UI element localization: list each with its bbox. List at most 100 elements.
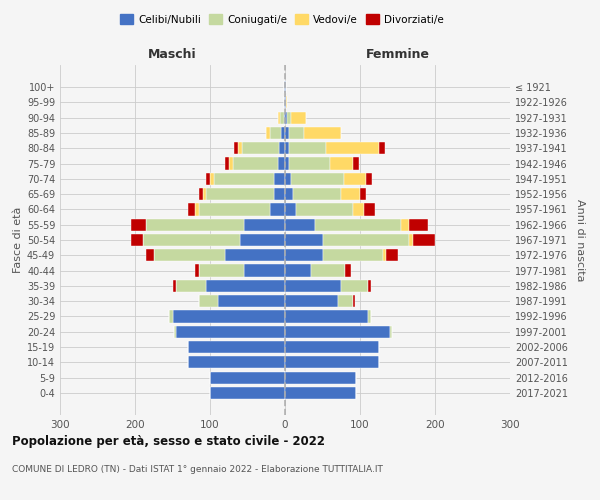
Bar [413, 234, 435, 246]
Bar [206, 172, 210, 185]
Bar [210, 372, 285, 384]
Bar [131, 234, 143, 246]
Bar [341, 188, 360, 200]
Bar [285, 188, 293, 200]
Bar [176, 326, 285, 338]
Bar [241, 142, 279, 154]
Y-axis label: Anni di nascita: Anni di nascita [575, 198, 584, 281]
Bar [199, 188, 203, 200]
Bar [409, 218, 427, 231]
Bar [341, 280, 367, 292]
Bar [353, 204, 364, 216]
Bar [279, 142, 285, 154]
Bar [285, 295, 337, 308]
Bar [238, 142, 241, 154]
Bar [285, 142, 289, 154]
Bar [146, 218, 244, 231]
Bar [244, 264, 285, 276]
Bar [367, 310, 371, 322]
Bar [285, 172, 291, 185]
Legend: Celibi/Nubili, Coniugati/e, Vedovi/e, Divorziati/e: Celibi/Nubili, Coniugati/e, Vedovi/e, Di… [116, 10, 448, 29]
Bar [285, 112, 287, 124]
Bar [353, 295, 355, 308]
Bar [323, 234, 409, 246]
Bar [187, 341, 285, 353]
Bar [176, 280, 206, 292]
Bar [274, 188, 285, 200]
Bar [206, 280, 285, 292]
Bar [386, 249, 398, 262]
Bar [285, 81, 286, 93]
Bar [154, 249, 225, 262]
Bar [285, 204, 296, 216]
Bar [289, 158, 330, 170]
Bar [277, 158, 285, 170]
Bar [229, 158, 233, 170]
Bar [285, 341, 379, 353]
Bar [225, 158, 229, 170]
Bar [169, 310, 173, 322]
Bar [173, 280, 176, 292]
Bar [383, 249, 386, 262]
Bar [266, 127, 270, 139]
Bar [401, 218, 409, 231]
Bar [343, 172, 366, 185]
Bar [285, 249, 323, 262]
Bar [289, 127, 304, 139]
Bar [285, 218, 315, 231]
Bar [390, 326, 392, 338]
Y-axis label: Fasce di età: Fasce di età [13, 207, 23, 273]
Bar [304, 127, 341, 139]
Bar [284, 96, 285, 108]
Bar [274, 172, 285, 185]
Bar [291, 172, 343, 185]
Bar [285, 326, 390, 338]
Bar [367, 280, 371, 292]
Bar [240, 234, 285, 246]
Bar [360, 188, 366, 200]
Bar [203, 188, 206, 200]
Bar [146, 249, 154, 262]
Bar [225, 249, 285, 262]
Bar [366, 172, 372, 185]
Bar [281, 127, 285, 139]
Bar [285, 372, 356, 384]
Bar [285, 356, 379, 368]
Bar [285, 96, 286, 108]
Bar [284, 81, 285, 93]
Bar [187, 204, 195, 216]
Bar [285, 387, 356, 399]
Bar [143, 234, 240, 246]
Bar [285, 234, 323, 246]
Bar [131, 218, 146, 231]
Bar [326, 142, 379, 154]
Bar [323, 249, 383, 262]
Bar [285, 127, 289, 139]
Bar [270, 127, 281, 139]
Bar [409, 234, 413, 246]
Bar [289, 142, 326, 154]
Bar [296, 204, 353, 216]
Bar [210, 172, 214, 185]
Bar [315, 218, 401, 231]
Bar [286, 96, 287, 108]
Bar [285, 280, 341, 292]
Bar [285, 310, 367, 322]
Bar [285, 158, 289, 170]
Bar [218, 295, 285, 308]
Bar [187, 356, 285, 368]
Bar [214, 172, 274, 185]
Bar [270, 204, 285, 216]
Bar [287, 112, 291, 124]
Bar [173, 310, 285, 322]
Text: Popolazione per età, sesso e stato civile - 2022: Popolazione per età, sesso e stato civil… [12, 435, 325, 448]
Bar [284, 112, 285, 124]
Bar [278, 112, 280, 124]
Bar [353, 158, 359, 170]
Bar [345, 264, 351, 276]
Bar [174, 326, 176, 338]
Bar [364, 204, 375, 216]
Text: Femmine: Femmine [365, 48, 430, 61]
Bar [311, 264, 345, 276]
Bar [233, 158, 277, 170]
